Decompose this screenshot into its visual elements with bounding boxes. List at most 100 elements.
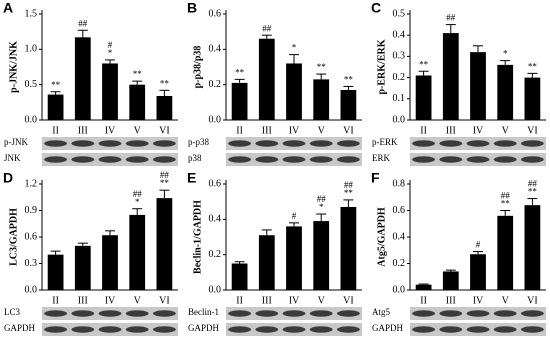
bar [497,64,514,120]
blot-band [439,140,463,147]
bar [497,215,514,290]
bar [129,84,146,120]
significance-mark: * [292,43,297,53]
bar [442,271,459,290]
blot-band [44,156,68,163]
bar [340,206,357,290]
blot-label: JNK [4,153,21,163]
x-tick-label: VI [159,125,170,136]
y-tick-label: 0.0 [393,114,406,125]
bar [102,63,118,120]
y-tick-label: 0.8 [393,178,406,189]
y-tick-label: 0.0 [25,284,38,295]
blot-label: GAPDH [372,323,404,333]
blot-band [466,156,490,163]
blot-band [71,140,95,147]
y-tick-label: 0.0 [25,114,38,125]
panel-letter: C [371,0,381,16]
blot-label: LC3 [4,307,21,317]
y-tick-label: 0.5 [25,79,38,90]
significance-mark: ## [501,191,511,201]
blot-band [282,326,306,333]
y-axis-label: p-ERK/ERK [376,39,387,94]
y-tick-label: 0.4 [209,44,222,55]
bar [129,214,146,290]
blot-band [309,326,333,333]
blot-band [336,156,360,163]
significance-mark: ** [160,178,170,188]
blot-band [412,156,436,163]
blot-band [493,156,517,163]
significance-mark: ** [344,188,354,198]
x-tick-label: IV [473,295,484,306]
y-axis-label: LC3/GAPDH [8,208,19,266]
blot-band [125,310,149,317]
blot-band [98,156,122,163]
blot-band [493,140,517,147]
y-tick-label: 1.0 [25,44,38,55]
bar [286,226,302,290]
blot-band [152,156,176,163]
significance-mark: ## [78,18,88,28]
significance-mark: ## [317,194,327,204]
y-tick-label: 0.6 [25,231,38,242]
blot-band [228,156,252,163]
y-tick-label: 0.4 [393,231,406,242]
bar [313,221,330,290]
significance-mark: ## [262,23,272,33]
blot-band [412,140,436,147]
significance-mark: ** [344,74,354,84]
y-tick-label: 0.4 [393,29,406,40]
y-tick-label: 0.2 [209,79,222,90]
blot-band [336,140,360,147]
blot-band [336,326,360,333]
x-tick-label: III [78,125,88,136]
bar [415,284,432,290]
bar [102,235,118,290]
y-tick-label: 0.0 [209,114,222,125]
significance-mark: # [108,40,113,50]
significance-mark: ## [160,170,170,180]
blot-label: Beclin-1 [188,307,219,317]
blot-band [466,310,490,317]
x-tick-label: III [446,295,456,306]
blot-band [98,140,122,147]
blot-band [439,310,463,317]
bar [74,245,91,290]
y-tick-label: 0.2 [393,258,406,269]
x-tick-label: V [134,295,142,306]
bar [524,77,541,120]
blot-band [71,326,95,333]
blot-band [255,156,279,163]
panel-letter: E [187,170,196,186]
bar [313,79,330,120]
blot-band [439,326,463,333]
blot-label: GAPDH [188,323,220,333]
bar [231,82,248,120]
y-tick-label: 0.5 [393,8,406,19]
y-tick-label: 0.2 [393,72,406,83]
blot-band [412,310,436,317]
bar [231,263,248,290]
significance-mark: * [319,202,324,212]
blot-band [71,156,95,163]
y-tick-label: 0.4 [209,214,222,225]
significance-mark: ** [419,59,429,69]
significance-mark: ** [133,69,143,79]
y-tick-label: 0.9 [25,205,38,216]
blot-band [282,310,306,317]
blot-label: p-p38 [188,137,209,147]
x-tick-label: V [134,125,142,136]
y-axis-label: p-JNK/JNK [8,41,19,93]
significance-mark: ** [317,62,327,72]
significance-mark: * [503,49,508,59]
x-tick-label: IV [289,295,300,306]
x-tick-label: V [318,125,326,136]
blot-band [44,326,68,333]
blot-band [282,156,306,163]
y-tick-label: 0.0 [393,284,406,295]
blot-band [125,326,149,333]
y-tick-label: 0.1 [393,93,406,104]
significance-mark: ** [51,80,61,90]
